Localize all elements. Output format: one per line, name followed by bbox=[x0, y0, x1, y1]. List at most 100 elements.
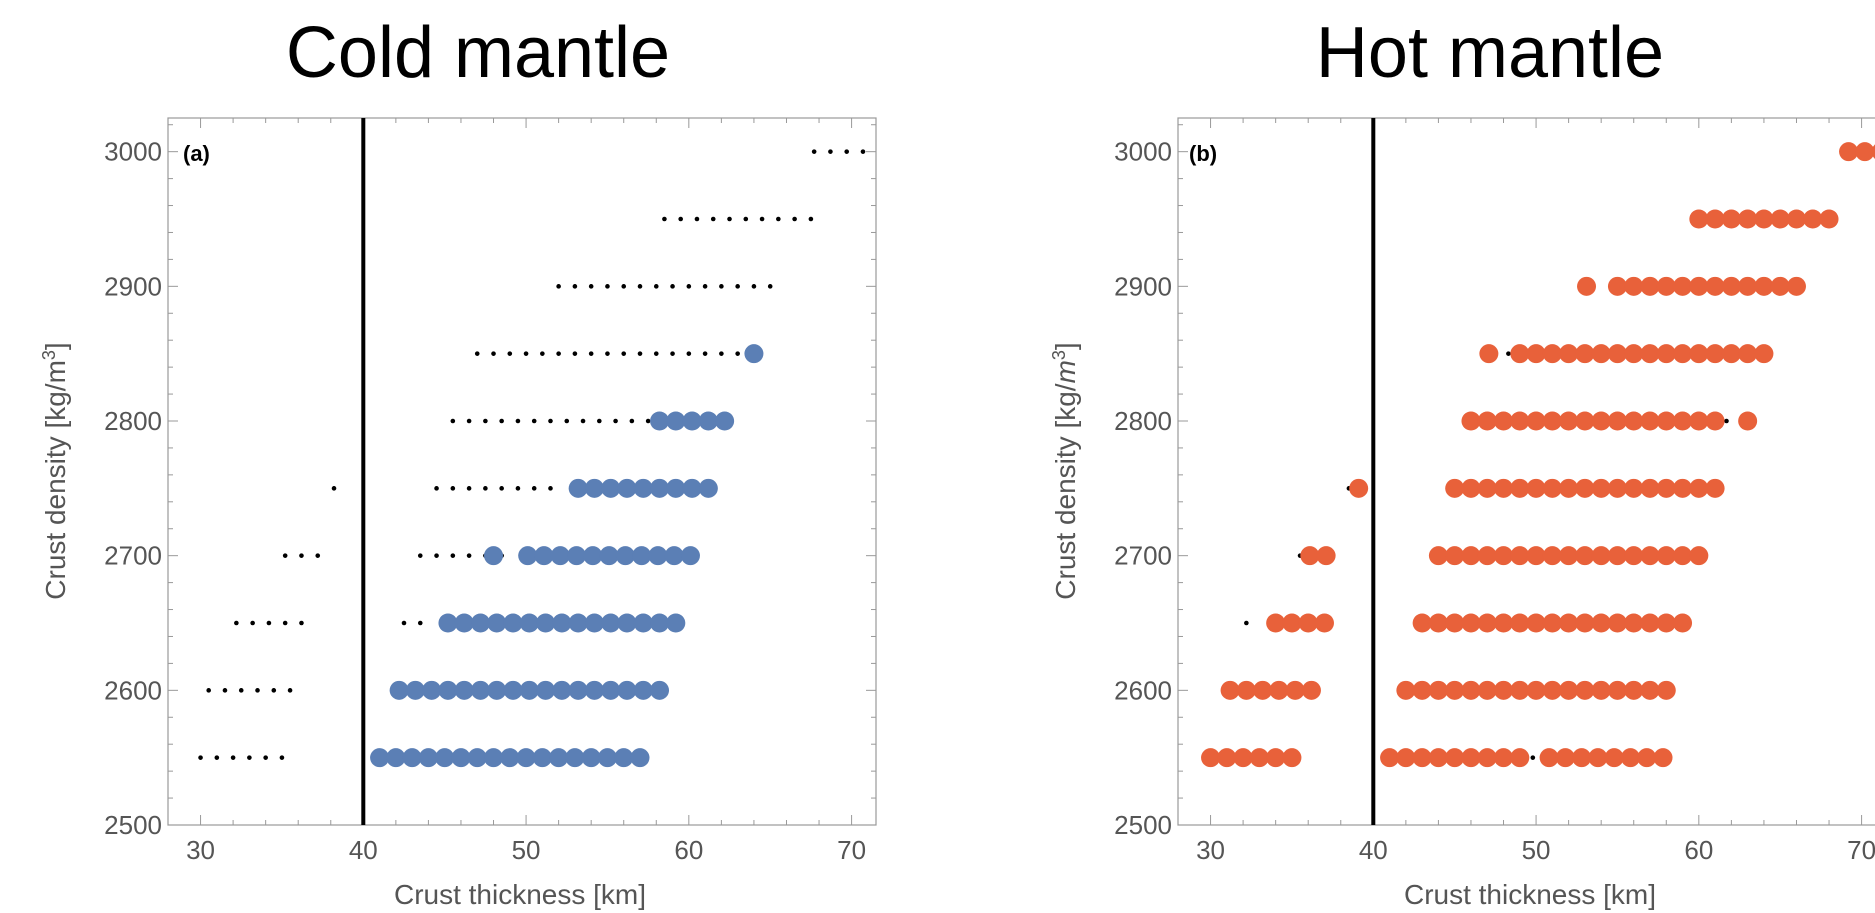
sample-dot-cold bbox=[637, 351, 643, 356]
sample-dot-cold bbox=[670, 351, 675, 356]
sample-dot-cold bbox=[702, 351, 708, 356]
model-point-hot bbox=[1298, 613, 1318, 633]
model-point-hot bbox=[1217, 748, 1237, 768]
y-tick-labels-cold: 2500 2600 2700 2800 2900 3000 bbox=[104, 137, 162, 840]
model-point-hot bbox=[1754, 276, 1774, 296]
sample-dot-cold bbox=[811, 149, 817, 154]
model-point-cold bbox=[601, 680, 621, 700]
sample-dot-cold bbox=[499, 418, 504, 424]
x-tick-label: 40 bbox=[1359, 835, 1388, 865]
model-point-cold bbox=[584, 478, 604, 498]
sample-dot-cold bbox=[523, 351, 529, 356]
sample-dot-cold bbox=[564, 418, 570, 424]
model-point-hot bbox=[1624, 546, 1644, 566]
sample-dot-cold bbox=[266, 620, 272, 626]
sample-dot-cold bbox=[776, 216, 781, 222]
model-point-cold bbox=[386, 748, 406, 768]
model-point-cold bbox=[552, 680, 572, 700]
x-tick-label: 50 bbox=[512, 835, 541, 865]
model-point-cold bbox=[744, 344, 764, 364]
sample-dot-cold bbox=[282, 553, 288, 558]
model-point-hot bbox=[1526, 613, 1546, 633]
model-point-hot bbox=[1542, 613, 1562, 633]
model-point-hot bbox=[1526, 344, 1546, 364]
model-point-cold bbox=[565, 748, 585, 768]
sample-dot-cold bbox=[255, 688, 260, 693]
data-points-hot bbox=[1201, 142, 1875, 768]
model-point-cold bbox=[402, 748, 422, 768]
model-point-hot bbox=[1477, 680, 1497, 700]
model-point-cold bbox=[487, 680, 507, 700]
model-point-hot bbox=[1705, 411, 1725, 431]
sample-dot-cold bbox=[580, 418, 586, 424]
model-point-cold bbox=[532, 748, 552, 768]
model-point-hot bbox=[1461, 748, 1481, 768]
model-point-cold bbox=[633, 680, 653, 700]
model-point-hot bbox=[1396, 748, 1416, 768]
model-point-cold bbox=[500, 748, 520, 768]
x-axis-label-cold: Crust thickness [km] bbox=[394, 879, 646, 910]
model-point-hot bbox=[1510, 478, 1530, 498]
model-point-hot bbox=[1461, 613, 1481, 633]
model-point-hot bbox=[1640, 680, 1660, 700]
model-point-cold bbox=[534, 546, 554, 566]
model-point-cold bbox=[633, 613, 653, 633]
model-point-hot bbox=[1445, 613, 1465, 633]
x-tick-label: 70 bbox=[1847, 835, 1875, 865]
model-point-hot bbox=[1803, 209, 1823, 229]
model-point-hot bbox=[1282, 613, 1302, 633]
sample-dot-cold bbox=[434, 486, 439, 491]
model-point-hot bbox=[1542, 478, 1562, 498]
sample-dot-hot bbox=[1244, 620, 1249, 626]
model-point-hot bbox=[1624, 680, 1644, 700]
model-point-hot bbox=[1510, 344, 1530, 364]
model-point-cold bbox=[454, 613, 474, 633]
model-point-cold bbox=[567, 546, 587, 566]
model-point-hot bbox=[1510, 613, 1530, 633]
model-point-hot bbox=[1559, 411, 1579, 431]
model-point-hot bbox=[1656, 546, 1676, 566]
model-point-cold bbox=[715, 411, 735, 431]
sample-dot-cold bbox=[417, 553, 423, 558]
model-point-cold bbox=[518, 546, 538, 566]
sample-dot-cold bbox=[653, 351, 659, 356]
model-point-hot bbox=[1673, 276, 1693, 296]
model-point-hot bbox=[1754, 209, 1774, 229]
model-point-hot bbox=[1607, 276, 1627, 296]
model-point-hot bbox=[1721, 276, 1741, 296]
sample-dot-cold bbox=[247, 755, 252, 760]
model-point-cold bbox=[601, 478, 621, 498]
model-point-cold bbox=[599, 546, 619, 566]
model-point-hot bbox=[1539, 748, 1559, 768]
sample-dot-cold bbox=[556, 284, 561, 289]
sample-dot-cold bbox=[466, 553, 472, 558]
model-point-cold bbox=[536, 613, 556, 633]
model-point-hot bbox=[1721, 344, 1741, 364]
sample-dot-cold bbox=[860, 149, 866, 154]
sample-dot-cold bbox=[556, 351, 561, 356]
model-point-hot bbox=[1705, 478, 1725, 498]
model-point-cold bbox=[650, 478, 670, 498]
model-point-cold bbox=[503, 680, 523, 700]
model-point-hot bbox=[1656, 478, 1676, 498]
model-point-hot bbox=[1673, 411, 1693, 431]
sample-dot-cold bbox=[299, 620, 304, 626]
model-point-hot bbox=[1754, 344, 1774, 364]
y-tick-label: 2700 bbox=[104, 541, 162, 571]
model-point-hot bbox=[1479, 344, 1499, 364]
model-point-hot bbox=[1656, 276, 1676, 296]
sample-dot-cold bbox=[686, 351, 692, 356]
model-point-cold bbox=[630, 748, 650, 768]
y-tick-label: 2600 bbox=[1114, 675, 1172, 705]
model-point-hot bbox=[1640, 344, 1660, 364]
sample-dot-cold bbox=[315, 553, 321, 558]
model-point-hot bbox=[1559, 344, 1579, 364]
model-point-hot bbox=[1526, 411, 1546, 431]
model-point-cold bbox=[389, 680, 409, 700]
model-point-hot bbox=[1282, 748, 1302, 768]
plot-frame-cold bbox=[167, 117, 877, 826]
model-point-hot bbox=[1461, 680, 1481, 700]
model-point-hot bbox=[1607, 680, 1627, 700]
x-axis-label-hot: Crust thickness [km] bbox=[1404, 879, 1656, 910]
tick-marks-hot bbox=[1178, 118, 1863, 826]
